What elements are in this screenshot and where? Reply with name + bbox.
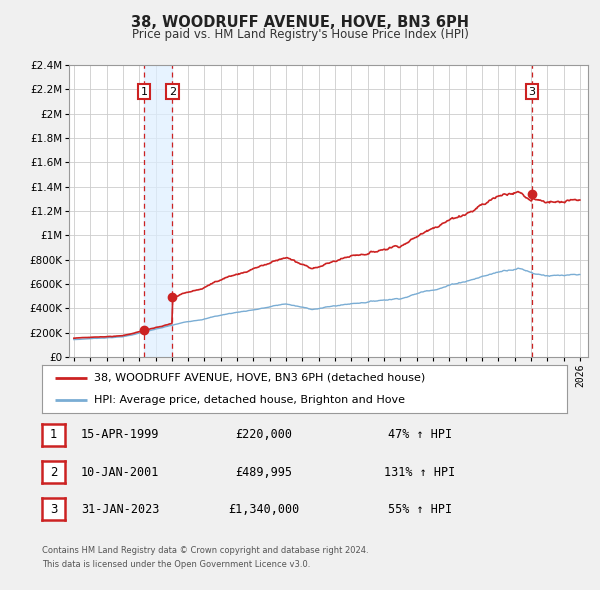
Text: 55% ↑ HPI: 55% ↑ HPI — [388, 503, 452, 516]
Text: HPI: Average price, detached house, Brighton and Hove: HPI: Average price, detached house, Brig… — [95, 395, 406, 405]
Text: 1: 1 — [140, 87, 148, 97]
Text: 2: 2 — [169, 87, 176, 97]
Text: 15-APR-1999: 15-APR-1999 — [81, 428, 159, 441]
Text: 131% ↑ HPI: 131% ↑ HPI — [385, 466, 455, 478]
Text: £1,340,000: £1,340,000 — [229, 503, 299, 516]
Text: Price paid vs. HM Land Registry's House Price Index (HPI): Price paid vs. HM Land Registry's House … — [131, 28, 469, 41]
Text: 2: 2 — [50, 466, 57, 478]
Text: Contains HM Land Registry data © Crown copyright and database right 2024.: Contains HM Land Registry data © Crown c… — [42, 546, 368, 555]
Text: This data is licensed under the Open Government Licence v3.0.: This data is licensed under the Open Gov… — [42, 560, 310, 569]
Bar — [144, 65, 172, 357]
Text: 3: 3 — [50, 503, 57, 516]
Text: 10-JAN-2001: 10-JAN-2001 — [81, 466, 159, 478]
Text: 38, WOODRUFF AVENUE, HOVE, BN3 6PH (detached house): 38, WOODRUFF AVENUE, HOVE, BN3 6PH (deta… — [95, 373, 426, 383]
Text: £489,995: £489,995 — [235, 466, 293, 478]
Text: 3: 3 — [529, 87, 536, 97]
Text: 31-JAN-2023: 31-JAN-2023 — [81, 503, 159, 516]
Text: £220,000: £220,000 — [235, 428, 293, 441]
Text: 38, WOODRUFF AVENUE, HOVE, BN3 6PH: 38, WOODRUFF AVENUE, HOVE, BN3 6PH — [131, 15, 469, 30]
Text: 47% ↑ HPI: 47% ↑ HPI — [388, 428, 452, 441]
Text: 1: 1 — [50, 428, 57, 441]
